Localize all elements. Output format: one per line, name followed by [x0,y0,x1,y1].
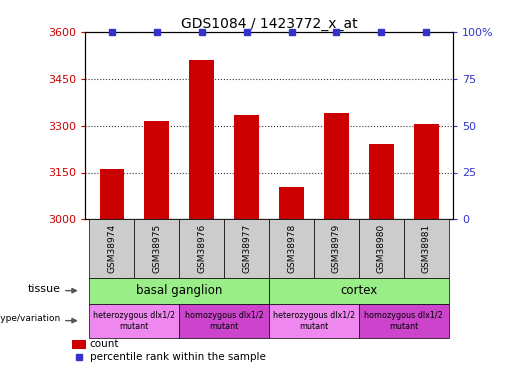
Text: basal ganglion: basal ganglion [136,284,222,297]
Text: GSM38979: GSM38979 [332,224,341,273]
Bar [279,187,304,219]
Text: heterozygous dlx1/2
mutant: heterozygous dlx1/2 mutant [273,310,355,331]
Bar [234,115,259,219]
Text: count: count [90,339,119,350]
Bar [190,60,214,219]
Bar [404,219,449,278]
Text: GSM38975: GSM38975 [152,224,161,273]
Bar [145,121,169,219]
Text: percentile rank within the sample: percentile rank within the sample [90,351,266,361]
Bar [179,304,269,338]
Bar [369,144,393,219]
Bar [414,124,439,219]
Text: GSM38974: GSM38974 [108,224,116,273]
Bar [90,219,134,278]
Text: homozygous dlx1/2
mutant: homozygous dlx1/2 mutant [185,310,264,331]
Text: GSM38981: GSM38981 [422,224,431,273]
Bar [179,219,224,278]
Bar [359,219,404,278]
Text: homozygous dlx1/2
mutant: homozygous dlx1/2 mutant [365,310,443,331]
Text: tissue: tissue [28,284,61,294]
Bar [269,219,314,278]
Bar [99,170,124,219]
Text: genotype/variation: genotype/variation [0,314,61,323]
Bar [269,278,449,304]
Bar [269,304,359,338]
Text: GSM38977: GSM38977 [242,224,251,273]
Bar [224,219,269,278]
Text: GSM38978: GSM38978 [287,224,296,273]
Bar [90,278,269,304]
Text: cortex: cortex [340,284,377,297]
Text: heterozygous dlx1/2
mutant: heterozygous dlx1/2 mutant [93,310,176,331]
Bar [90,304,179,338]
Text: GSM38976: GSM38976 [197,224,206,273]
Title: GDS1084 / 1423772_x_at: GDS1084 / 1423772_x_at [181,17,357,31]
Bar [359,304,449,338]
Text: GSM38980: GSM38980 [377,224,386,273]
Bar [314,219,359,278]
Bar [72,340,86,349]
Bar [134,219,179,278]
Bar [324,113,349,219]
